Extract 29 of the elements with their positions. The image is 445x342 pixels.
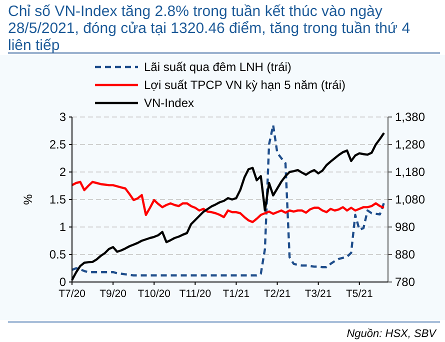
y2-tick-label: 780 — [395, 275, 416, 290]
y2-tick-label: 980 — [395, 220, 416, 234]
y2-tick-label: 1,380 — [395, 110, 426, 124]
legend-label: VN-Index — [144, 96, 194, 110]
x-tick-label: T9/20 — [100, 288, 127, 300]
x-tick-label: T3/21 — [304, 288, 332, 300]
text: Nguồn: HSX, SBV — [346, 328, 438, 340]
y-tick-label: 2 — [59, 165, 66, 180]
x-tick-label: T11/20 — [179, 288, 212, 300]
line-series — [70, 180, 386, 224]
x-tick-label: T2/21 — [264, 288, 291, 300]
legend-label: Lãi suất qua đêm LNH (trái) — [144, 60, 292, 74]
x-tick-label: T1/21 — [222, 288, 250, 300]
y-tick-label: 1.5 — [49, 192, 66, 207]
y-tick-label: 0 — [59, 275, 66, 290]
x-tick-label: T10/20 — [138, 288, 171, 300]
y2-tick-label: 880 — [395, 248, 416, 262]
chart-title: Chỉ số VN-Index tăng 2.8% trong tuần kết thúc vào ngày 28/5/2021, đóng cửa tại 1320.46 điểm, tăng trong tuần thứ 4 liên tiếp — [8, 3, 410, 54]
x-tick-label: T7/20 — [58, 288, 86, 300]
y-tick-label: 0.5 — [49, 248, 66, 262]
y-tick-label: 3 — [59, 110, 66, 124]
y2-tick-label: 1,180 — [395, 165, 426, 180]
y2-tick-label: 1,080 — [395, 192, 426, 207]
y-tick-label: 1 — [59, 220, 66, 234]
legend-label: Lợi suất TPCP VN kỳ hạn 5 năm (trái) — [144, 78, 346, 92]
x-tick-label: T5/21 — [346, 288, 373, 300]
y-axis-title: % — [21, 194, 35, 205]
y2-tick-label: 1,280 — [395, 138, 426, 152]
y-tick-label: 2.5 — [49, 138, 66, 152]
